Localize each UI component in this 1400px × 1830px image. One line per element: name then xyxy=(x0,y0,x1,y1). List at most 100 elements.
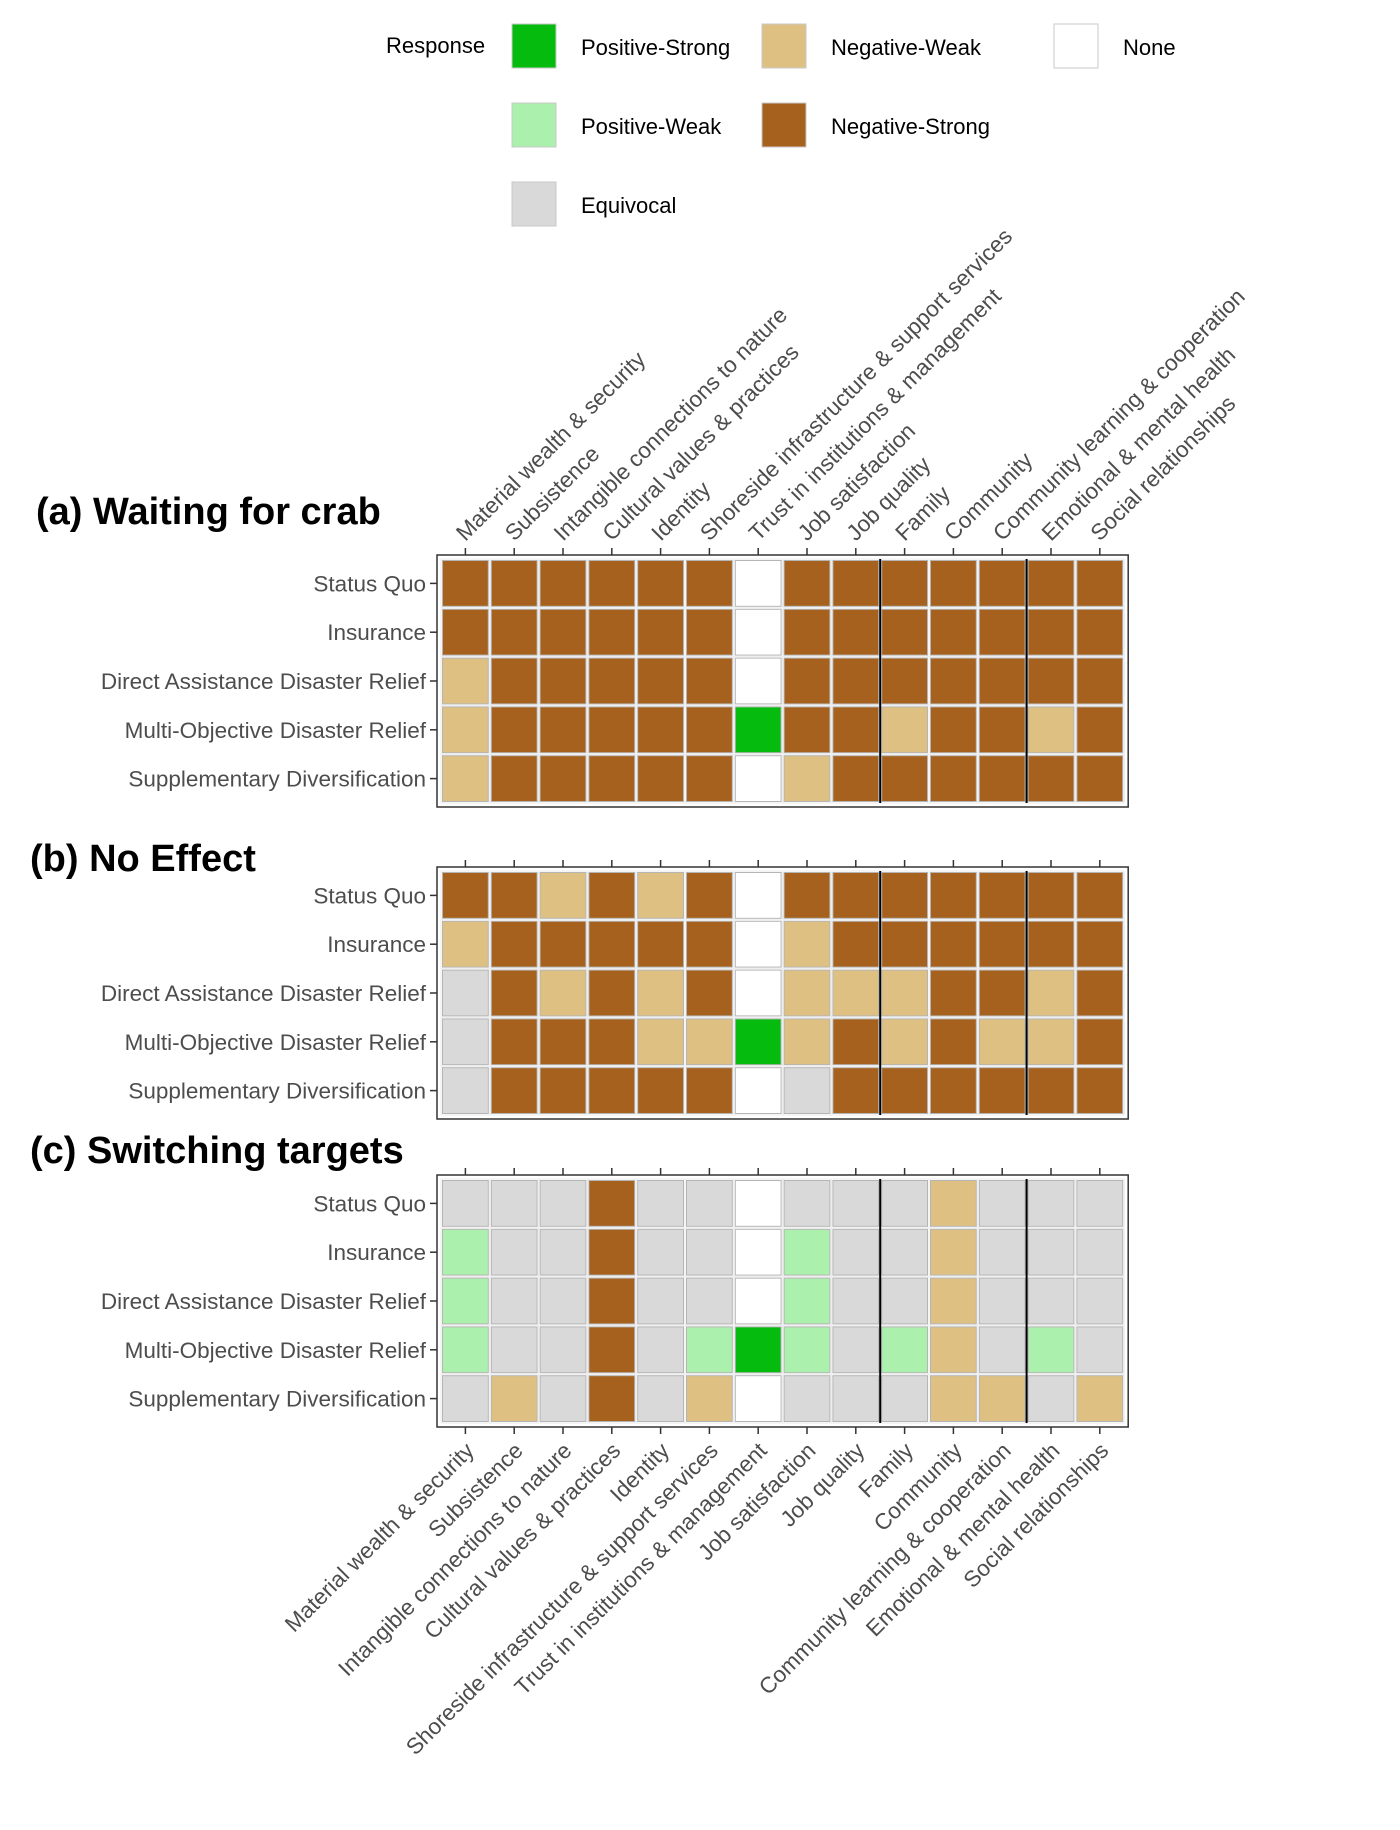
heatmap-cell xyxy=(637,560,685,607)
heatmap-cell xyxy=(978,657,1026,705)
heatmap-cell xyxy=(539,755,587,803)
heatmap-cell xyxy=(734,1375,782,1422)
heatmap-cell xyxy=(734,657,782,705)
heatmap-cell xyxy=(686,1375,733,1422)
heatmap-cell xyxy=(783,755,831,803)
heatmap-cell xyxy=(930,1277,977,1325)
heatmap-cell xyxy=(539,1018,587,1066)
heatmap-cell xyxy=(930,1067,977,1114)
heatmap-cell xyxy=(637,872,685,919)
heatmap-cell xyxy=(686,1018,733,1066)
heatmap-cell xyxy=(442,1326,489,1374)
heatmap-cell xyxy=(734,1228,782,1276)
heatmap-cell xyxy=(442,755,489,803)
heatmap-cell xyxy=(490,1180,538,1227)
heatmap-cell xyxy=(1076,608,1124,656)
legend-label: Negative-Weak xyxy=(831,35,982,60)
heatmap-cell xyxy=(588,608,636,656)
row-label: Status Quo xyxy=(313,571,426,596)
heatmap-cell xyxy=(588,706,636,754)
heatmap-cell xyxy=(442,1180,489,1227)
heatmap-cell xyxy=(539,1228,587,1276)
heatmap-cell xyxy=(783,1180,831,1227)
heatmap-cell xyxy=(734,1326,782,1374)
heatmap-cell xyxy=(930,1180,977,1227)
heatmap-cell xyxy=(930,1228,977,1276)
heatmap-cell xyxy=(539,1375,587,1422)
heatmap-cell xyxy=(588,1277,636,1325)
heatmap-cell xyxy=(539,608,587,656)
heatmap-cell xyxy=(539,1067,587,1114)
heatmap-cell xyxy=(881,608,929,656)
heatmap-cell xyxy=(686,1228,733,1276)
row-label: Supplementary Diversification xyxy=(128,1079,426,1104)
heatmap-cell xyxy=(930,1375,977,1422)
heatmap-cell xyxy=(881,1180,929,1227)
heatmap-cell xyxy=(686,560,733,607)
row-label: Direct Assistance Disaster Relief xyxy=(101,981,427,1006)
heatmap-cell xyxy=(783,657,831,705)
heatmap-cell xyxy=(832,969,880,1017)
row-label: Supplementary Diversification xyxy=(128,767,426,792)
heatmap-cell xyxy=(686,608,733,656)
heatmap-cell xyxy=(881,969,929,1017)
heatmap-cell xyxy=(881,920,929,968)
heatmap-cell xyxy=(539,657,587,705)
heatmap-cell xyxy=(637,706,685,754)
heatmap-cell xyxy=(1027,706,1075,754)
heatmap-cell xyxy=(637,1228,685,1276)
heatmap-cell xyxy=(588,1228,636,1276)
heatmap-cell xyxy=(1076,1018,1124,1066)
heatmap-cell xyxy=(978,608,1026,656)
heatmap-cell xyxy=(734,920,782,968)
heatmap-cell xyxy=(490,657,538,705)
heatmap-cell xyxy=(442,657,489,705)
heatmap-cell xyxy=(783,969,831,1017)
row-label: Insurance xyxy=(327,620,426,645)
heatmap-cell xyxy=(637,969,685,1017)
heatmap-cell xyxy=(978,560,1026,607)
heatmap-cell xyxy=(978,755,1026,803)
legend: Response Positive-Strong Positive-Weak Equ… xyxy=(386,23,1176,227)
legend-swatch xyxy=(511,102,557,148)
heatmap-cell xyxy=(881,1277,929,1325)
heatmap-cell xyxy=(637,1375,685,1422)
heatmap-cell xyxy=(588,872,636,919)
heatmap-cell xyxy=(442,1228,489,1276)
heatmap-cell xyxy=(1076,657,1124,705)
legend-swatch xyxy=(761,102,807,148)
heatmap-cell xyxy=(637,920,685,968)
row-label: Status Quo xyxy=(313,1191,426,1216)
heatmap-cell xyxy=(1076,1375,1124,1422)
heatmap-cell xyxy=(1027,1326,1075,1374)
heatmap-cell xyxy=(832,657,880,705)
heatmap-cell xyxy=(930,872,977,919)
heatmap-cell xyxy=(930,969,977,1017)
panel-title: (b) No Effect xyxy=(30,838,256,880)
row-label: Direct Assistance Disaster Relief xyxy=(101,669,427,694)
heatmap-cell xyxy=(881,1067,929,1114)
heatmap-cell xyxy=(930,920,977,968)
heatmap-cell xyxy=(539,920,587,968)
heatmap-cell xyxy=(783,706,831,754)
heatmap-cell xyxy=(442,1018,489,1066)
row-label: Status Quo xyxy=(313,883,426,908)
heatmap-cell xyxy=(832,706,880,754)
heatmap-cell xyxy=(832,1228,880,1276)
legend-swatch xyxy=(1053,23,1099,69)
heatmap-cell xyxy=(442,706,489,754)
heatmap-cell xyxy=(930,657,977,705)
heatmap-cell xyxy=(490,1375,538,1422)
legend-label: Positive-Weak xyxy=(581,114,722,139)
heatmap-cell xyxy=(1076,920,1124,968)
heatmap-cell xyxy=(637,1277,685,1325)
heatmap-cell xyxy=(978,1277,1026,1325)
heatmap-cell xyxy=(686,755,733,803)
heatmap-cell xyxy=(1076,755,1124,803)
heatmap-cell xyxy=(1076,706,1124,754)
legend-swatch xyxy=(511,181,557,227)
panel: (c) Switching targets Status Quo Insurance… xyxy=(30,1130,1129,1760)
heatmap-cell xyxy=(1076,1228,1124,1276)
row-label: Supplementary Diversification xyxy=(128,1387,426,1412)
